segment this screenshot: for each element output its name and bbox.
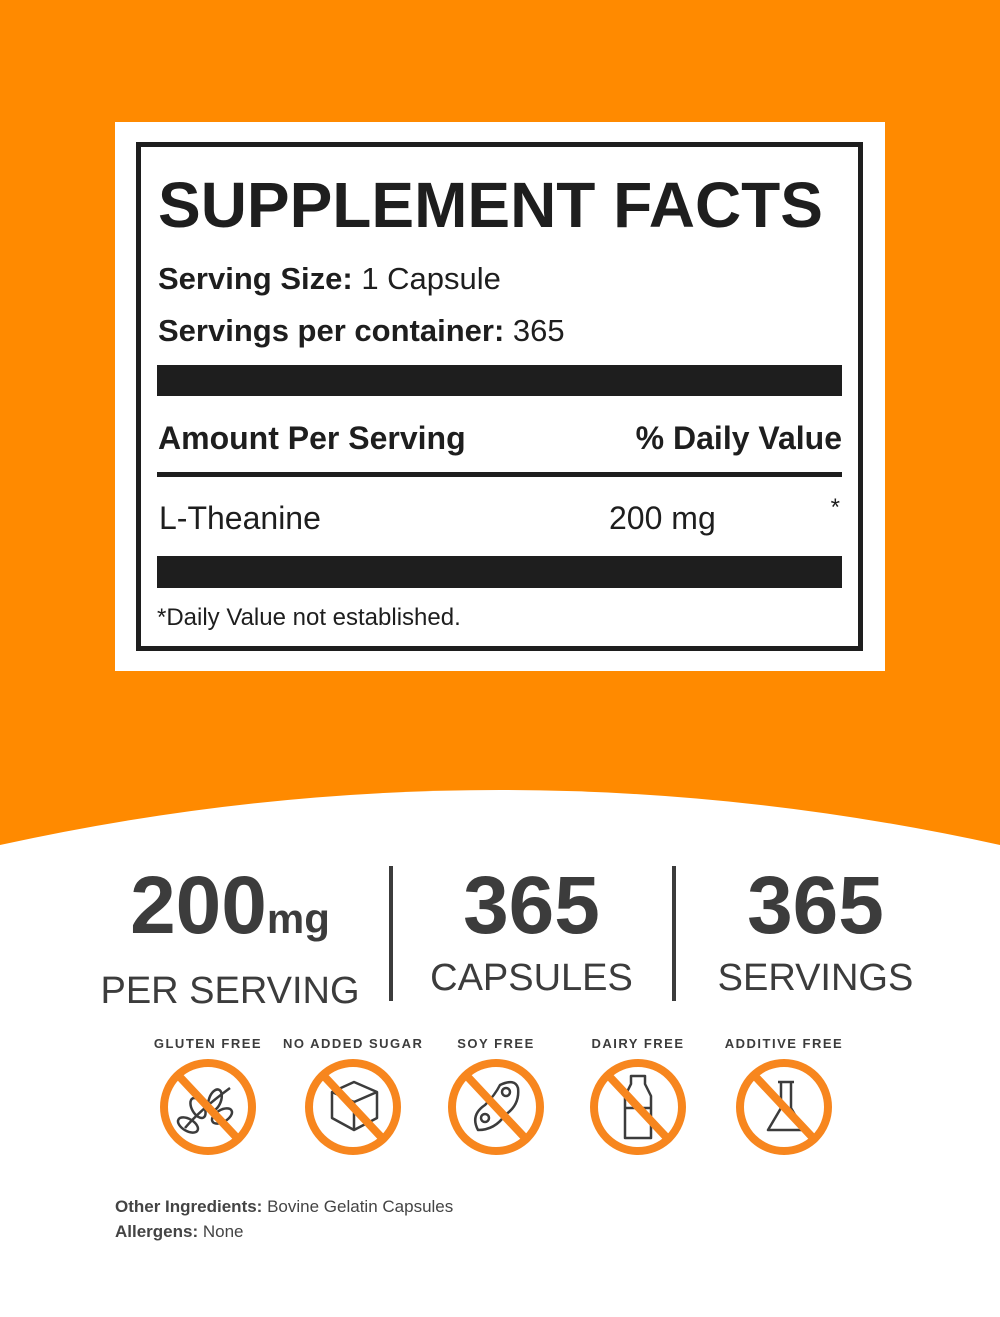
stat-per-serving: 200mg PER SERVING xyxy=(95,862,365,1019)
supplement-facts-title: SUPPLEMENT FACTS xyxy=(158,169,823,241)
prohibited-icon xyxy=(160,1059,256,1155)
serving-size: Serving Size: 1 Capsule xyxy=(158,260,501,298)
badge-text-additive-free: ADDITIVE FREE xyxy=(724,1036,844,1051)
stat-divider xyxy=(389,866,393,1001)
allergens: Allergens: None xyxy=(115,1222,244,1241)
prohibited-icon xyxy=(448,1059,544,1155)
stat-label: PER SERVING xyxy=(100,970,360,1012)
prohibited-icon xyxy=(305,1059,401,1155)
other-ingredients: Other Ingredients: Bovine Gelatin Capsul… xyxy=(115,1197,454,1216)
free-from-badges xyxy=(160,1059,832,1155)
supplement-facts-border: SUPPLEMENT FACTS Serving Size: 1 Capsule… xyxy=(136,142,863,651)
serving-size-label: Serving Size: xyxy=(158,261,353,296)
servings-value: 365 xyxy=(512,313,565,348)
thick-divider xyxy=(157,365,842,396)
other-info: Other Ingredients: Bovine Gelatin Capsul… xyxy=(115,1194,453,1244)
footnote: *Daily Value not established. xyxy=(157,604,461,631)
stat-capsules: 365 CAPSULES xyxy=(404,862,659,1006)
stat-label: CAPSULES xyxy=(430,957,633,999)
daily-value-header: % Daily Value xyxy=(635,420,842,456)
badge-text-soy-free: SOY FREE xyxy=(457,1036,535,1051)
serving-size-value: 1 Capsule xyxy=(361,261,501,296)
stat-value: 365 xyxy=(747,860,884,951)
prohibited-icon xyxy=(590,1059,686,1155)
ingredient-name: L-Theanine xyxy=(159,500,321,536)
thick-divider-bottom xyxy=(157,556,842,588)
servings-per-container: Servings per container: 365 xyxy=(158,312,565,350)
badge-text-gluten-free: GLUTEN FREE xyxy=(153,1036,263,1051)
ingredient-dv: * xyxy=(830,494,840,521)
ingredient-amount: 200 mg xyxy=(609,500,716,536)
stat-value: 200mg xyxy=(130,860,330,951)
stat-servings: 365 SERVINGS xyxy=(688,862,943,1006)
stat-label: SERVINGS xyxy=(717,957,914,999)
stat-value: 365 xyxy=(463,860,600,951)
wheat-icon xyxy=(176,1086,234,1134)
thin-divider xyxy=(157,472,842,477)
badge-text-no-added-sugar: NO ADDED SUGAR xyxy=(283,1036,424,1051)
prohibited-icon xyxy=(736,1059,832,1155)
amount-per-serving-header: Amount Per Serving xyxy=(158,420,466,456)
badge-text-dairy-free: DAIRY FREE xyxy=(591,1036,685,1051)
stat-divider xyxy=(672,866,676,1001)
supplement-facts-panel: SUPPLEMENT FACTS Serving Size: 1 Capsule… xyxy=(115,122,885,671)
servings-label: Servings per container: xyxy=(158,313,505,348)
